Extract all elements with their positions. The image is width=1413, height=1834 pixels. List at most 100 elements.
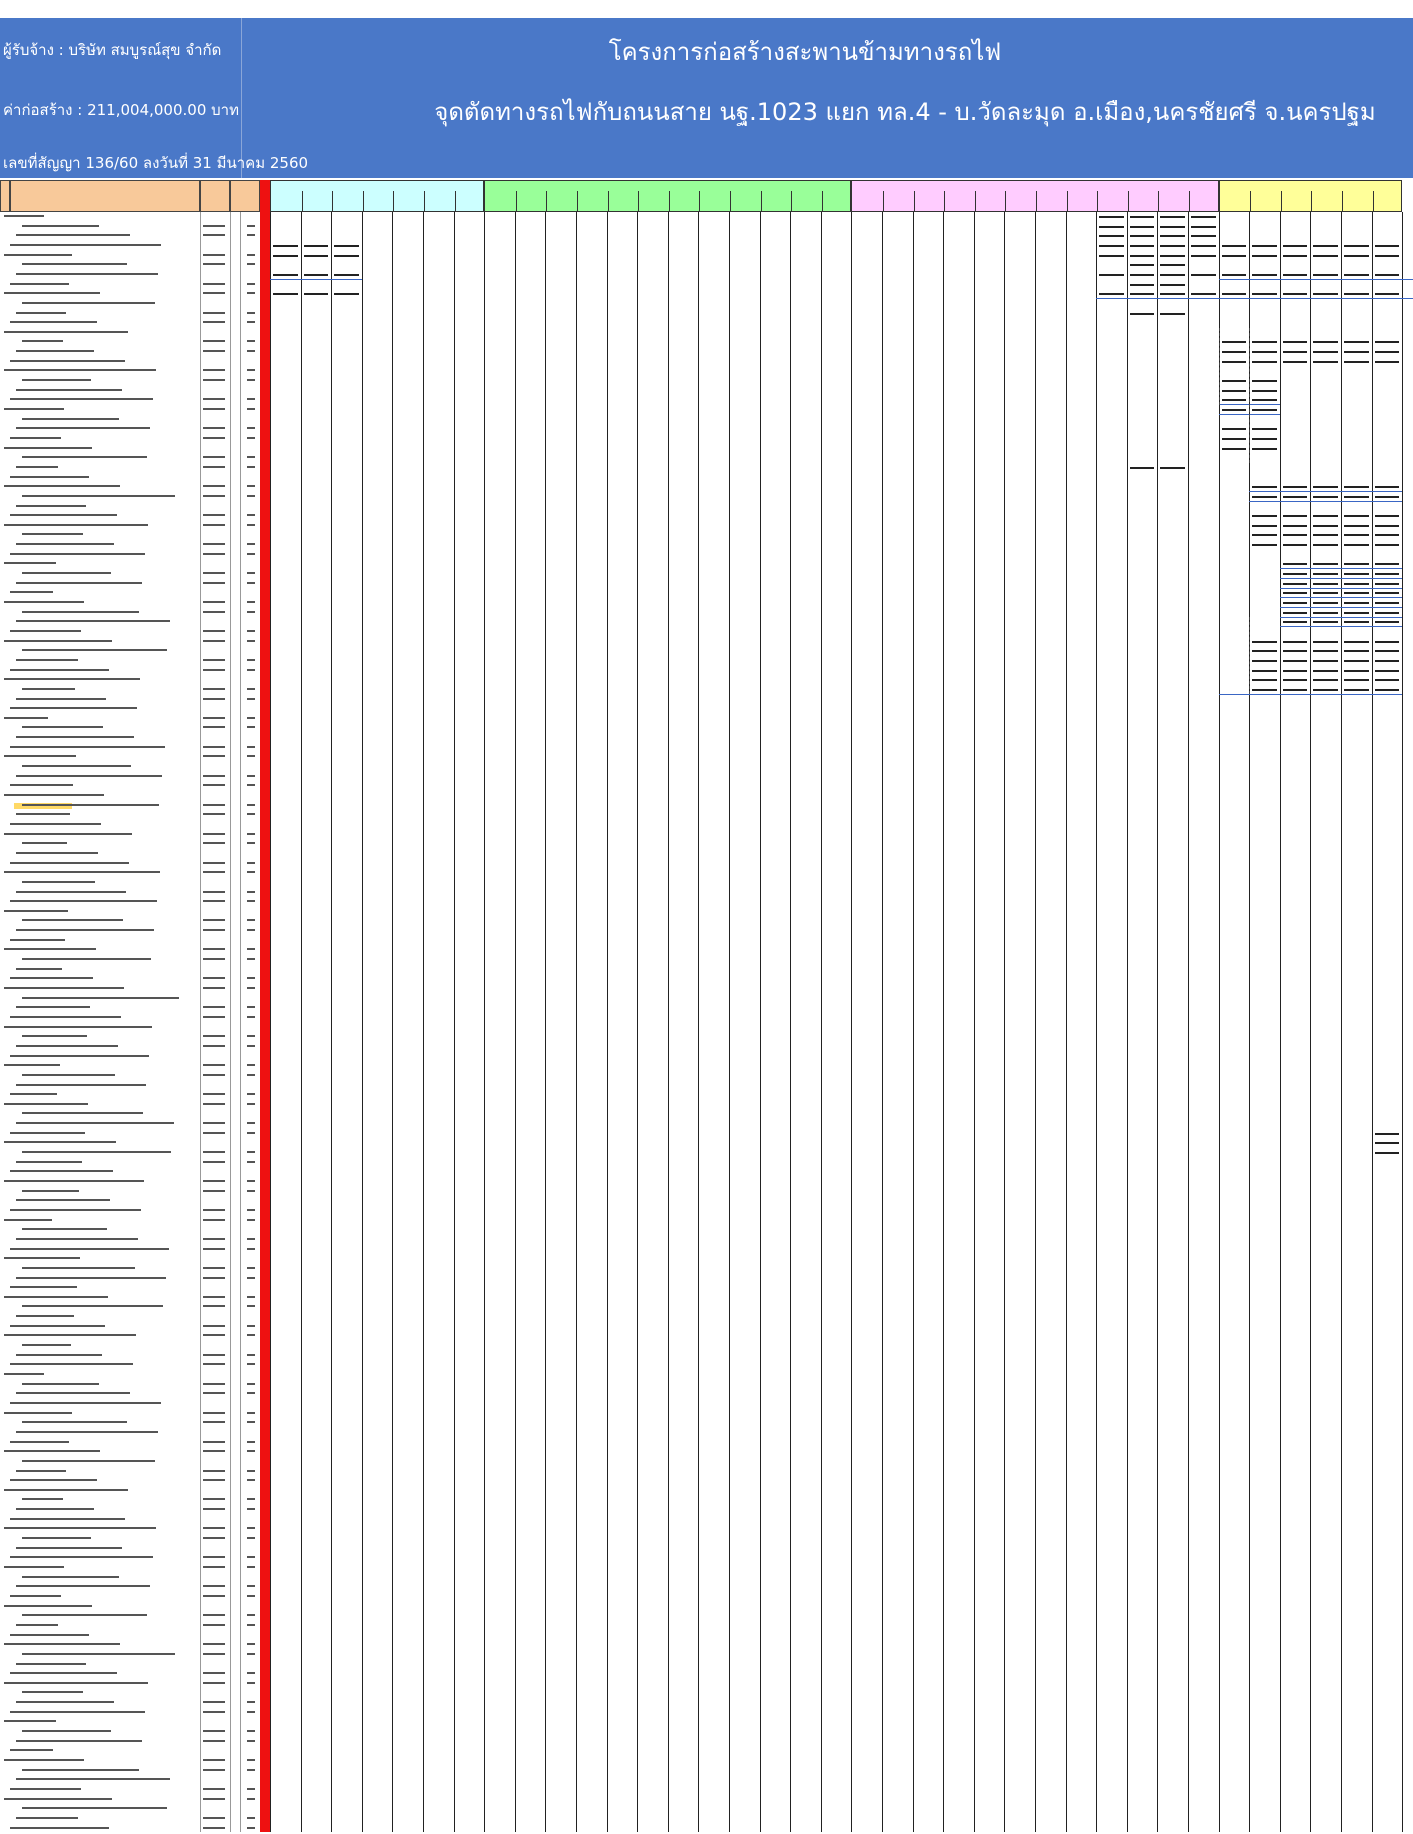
table-row <box>0 492 260 502</box>
schedule-mark <box>1249 350 1280 354</box>
table-row <box>0 1669 260 1679</box>
table-row <box>0 608 260 618</box>
row-amount <box>203 948 225 951</box>
row-percent <box>247 369 255 372</box>
table-row <box>0 1708 260 1718</box>
schedule-underline <box>1096 298 1219 300</box>
row-percent <box>247 292 255 295</box>
row-percent <box>247 523 255 526</box>
row-percent <box>247 436 255 439</box>
row-percent <box>247 658 255 661</box>
row-amount <box>203 427 225 430</box>
schedule-mark <box>1341 572 1372 576</box>
band-subcolumn-divider <box>882 191 884 211</box>
row-percent <box>247 1363 255 1366</box>
table-row <box>0 1534 260 1544</box>
table-row <box>0 1467 260 1477</box>
row-description <box>22 1691 83 1694</box>
row-amount <box>203 832 225 835</box>
row-description <box>4 1681 148 1684</box>
schedule-mark <box>1372 659 1403 663</box>
row-description <box>22 726 103 729</box>
row-amount <box>203 1498 225 1501</box>
row-amount <box>203 687 225 690</box>
band-subcolumn-divider <box>821 191 823 211</box>
schedule-mark <box>1157 215 1188 219</box>
row-description <box>10 475 89 478</box>
row-description <box>10 1324 105 1327</box>
table-row <box>0 1640 260 1650</box>
row-description <box>4 1720 56 1723</box>
row-amount <box>203 1508 225 1511</box>
row-percent <box>247 610 255 613</box>
table-row <box>0 878 260 888</box>
band-subcolumn-divider <box>546 191 548 211</box>
row-percent <box>247 1353 255 1356</box>
current-date-marker <box>260 180 270 1832</box>
table-row <box>0 1264 260 1274</box>
row-description <box>16 543 114 546</box>
row-percent <box>247 1594 255 1597</box>
row-percent <box>247 813 255 816</box>
schedule-mark <box>1372 533 1403 537</box>
row-description <box>16 234 130 237</box>
table-row <box>0 1032 260 1042</box>
grid-column-line <box>1157 212 1159 1832</box>
row-percent <box>247 1643 255 1646</box>
schedule-mark <box>331 292 362 296</box>
row-description <box>16 658 78 661</box>
schedule-mark <box>1188 292 1219 296</box>
table-row <box>0 1081 260 1091</box>
schedule-mark <box>1372 350 1403 354</box>
band-subcolumn-divider <box>515 191 517 211</box>
schedule-underline <box>1279 578 1403 580</box>
table-row <box>0 907 260 917</box>
row-amount <box>203 629 225 632</box>
row-description <box>22 687 75 690</box>
row-amount <box>203 890 225 893</box>
row-percent <box>247 1044 255 1047</box>
row-amount <box>203 919 225 922</box>
row-percent <box>247 919 255 922</box>
row-percent <box>247 716 255 719</box>
row-amount <box>203 408 225 410</box>
schedule-underline <box>1279 626 1403 628</box>
row-amount <box>203 668 225 671</box>
row-description <box>16 1430 158 1433</box>
row-amount <box>203 871 225 874</box>
schedule-connector <box>1218 327 1221 405</box>
row-percent <box>247 1073 255 1076</box>
table-row <box>0 723 260 733</box>
schedule-underline <box>1279 616 1403 618</box>
schedule-mark <box>1310 514 1341 518</box>
table-row <box>0 849 260 859</box>
band-subcolumn-divider <box>760 191 762 211</box>
schedule-mark <box>1341 533 1372 537</box>
schedule-mark <box>331 244 362 248</box>
row-amount <box>203 1816 225 1819</box>
table-row <box>0 1187 260 1197</box>
schedule-mark <box>1341 244 1372 248</box>
row-description <box>16 851 98 854</box>
row-amount <box>203 1160 225 1163</box>
table-row <box>0 405 260 415</box>
table-row <box>0 511 260 521</box>
row-percent <box>247 1566 255 1568</box>
schedule-mark <box>1280 340 1311 344</box>
grid-column-line <box>514 212 516 1832</box>
table-row <box>0 1824 260 1834</box>
schedule-mark <box>1127 215 1158 219</box>
grid-column-line <box>423 212 424 1832</box>
table-row <box>0 1650 260 1660</box>
row-description <box>4 1218 52 1221</box>
schedule-mark <box>1280 620 1311 624</box>
row-amount <box>203 977 225 980</box>
project-title: โครงการก่อสร้างสะพานข้ามทางรถไฟ <box>608 38 1002 66</box>
row-amount <box>203 755 225 758</box>
row-percent <box>247 1382 255 1385</box>
row-description <box>4 292 100 295</box>
row-description <box>16 1315 74 1318</box>
row-percent <box>247 1006 255 1009</box>
schedule-mark <box>1310 244 1341 248</box>
schedule-mark <box>1219 254 1250 258</box>
